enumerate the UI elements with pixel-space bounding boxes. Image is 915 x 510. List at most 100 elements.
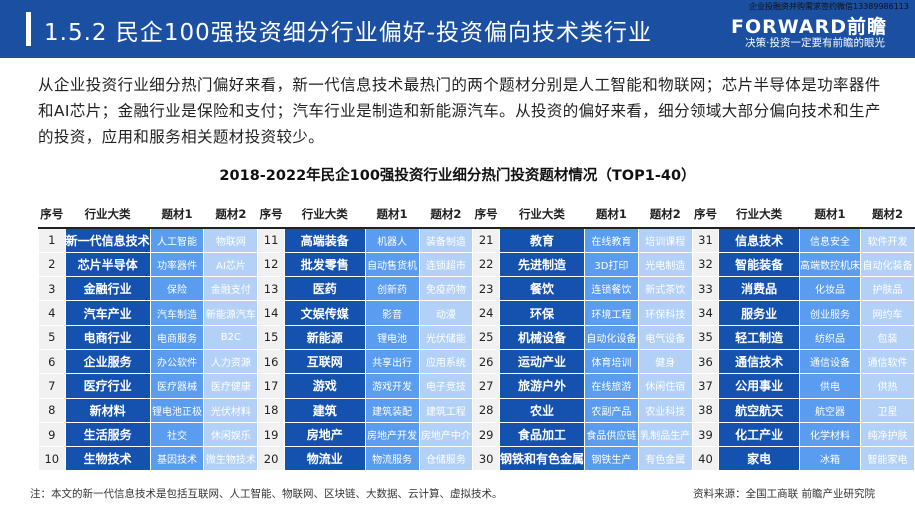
topic1-cell: 在线旅游 — [583, 373, 639, 399]
contact-info: 企业投融资并购需求签约微信13389986113 — [749, 2, 909, 11]
topic2-cell: 护肤品 — [860, 276, 915, 302]
column-header: 行业大类 — [65, 200, 151, 229]
row-number: 32 — [691, 251, 720, 278]
topic1-cell: 航空器 — [799, 397, 861, 423]
forward-logo: FORWARD前瞻 — [731, 16, 887, 38]
industry-cell: 芯片半导体 — [64, 251, 151, 278]
topic2-cell: 包装 — [860, 324, 915, 350]
topic1-cell: 供电 — [799, 373, 861, 399]
topic2-cell: 免疫药物 — [418, 276, 474, 302]
industry-cell: 机械设备 — [498, 324, 585, 350]
topics-table: 序号 行业大类 题材1 题材2 序号 行业大类 题材1 题材2 序号 行业大类 题材1 题材2 序号 行业… — [38, 200, 915, 472]
row-number: 34 — [691, 300, 720, 326]
topic1-cell: 建筑装配 — [364, 397, 420, 423]
topic1-cell: 化学材料 — [799, 421, 861, 448]
row-number: 9 — [38, 421, 66, 448]
industry-cell: 农业 — [498, 397, 585, 423]
topic1-cell: 功率器件 — [149, 251, 205, 278]
topic1-cell: 人工智能 — [149, 227, 205, 253]
industry-cell: 化工产业 — [718, 421, 800, 448]
row-number: 18 — [257, 397, 285, 423]
column-header: 序号 — [38, 200, 66, 229]
topic1-cell: 创业服务 — [799, 300, 861, 326]
table-row: 3 金融行业 保险 金融支付 13 医药 创新药 免疫药物 23 餐饮 连锁餐饮 新式茶饮 33 消费品化… — [38, 276, 915, 302]
topic1-cell: 信息安全 — [799, 227, 861, 253]
topic1-cell: 机器人 — [364, 227, 420, 253]
row-number: 4 — [38, 300, 66, 326]
industry-cell: 金融行业 — [64, 276, 151, 302]
topic2-cell: 电气设备 — [637, 324, 693, 350]
industry-cell: 互联网 — [283, 348, 366, 375]
topic1-cell: 连锁餐饮 — [583, 276, 639, 302]
topic1-cell: 高端数控机床 — [799, 251, 861, 278]
topic2-cell: 光伏材料 — [203, 397, 259, 423]
topic1-cell: 游戏开发 — [364, 373, 420, 399]
table-row: 2 芯片半导体 功率器件 AI芯片 12 批发零售 自动售货机 连锁超市 22 先进制造 3D打印光… — [38, 251, 915, 278]
column-header: 行业大类 — [284, 200, 366, 229]
row-number: 1 — [38, 227, 66, 253]
industry-cell: 高端装备 — [283, 227, 366, 253]
industry-cell: 批发零售 — [283, 251, 366, 278]
industry-cell: 新一代信息技术 — [64, 227, 151, 253]
industry-cell: 汽车产业 — [64, 300, 151, 326]
column-header: 行业大类 — [499, 200, 585, 229]
topic1-cell: 农副产品 — [583, 397, 639, 423]
topic2-cell: 物联网 — [203, 227, 259, 253]
topic2-cell: 金融支付 — [203, 276, 259, 302]
industry-cell: 餐饮 — [498, 276, 585, 302]
header-banner: 1.5.2 民企100强投资细分行业偏好-投资偏向技术类行业 企业投融资并购需求… — [0, 0, 915, 58]
row-number: 5 — [38, 324, 66, 350]
footnote: 注：本文的新一代信息技术是包括互联网、人工智能、物联网、区块链、大数据、云计算、… — [30, 488, 503, 500]
industry-cell: 企业服务 — [64, 348, 151, 375]
row-number: 7 — [38, 373, 66, 399]
source-note: 资料来源：全国工商联 前瞻产业研究院 — [693, 488, 875, 500]
industry-cell: 运动产业 — [498, 348, 585, 375]
industry-cell: 房地产 — [283, 421, 366, 448]
topic2-cell: 光电制造 — [637, 251, 693, 278]
industry-cell: 医疗行业 — [64, 373, 151, 399]
topic2-cell: 休闲住宿 — [637, 373, 693, 399]
column-header: 题材1 — [365, 200, 419, 229]
industry-cell: 家电 — [718, 446, 800, 472]
row-number: 22 — [472, 251, 500, 278]
topic1-cell: 汽车制造 — [149, 300, 205, 326]
row-number: 35 — [691, 324, 720, 350]
industry-cell: 电商行业 — [64, 324, 151, 350]
topic2-cell: 人力资源 — [203, 348, 259, 375]
topic2-cell: 房地产中介 — [418, 421, 474, 448]
row-number: 37 — [691, 373, 720, 399]
table-row: 8 新材料 锂电池正极 光伏材料 18 建筑 建筑装配 建筑工程 28 农业 农副产品 农业科技 38 航… — [38, 397, 915, 423]
table-title: 2018-2022年民企100强投资行业细分热门投资题材情况（TOP1-40） — [219, 168, 696, 184]
row-number: 12 — [257, 251, 285, 278]
column-header: 序号 — [472, 200, 500, 229]
column-header: 题材1 — [150, 200, 204, 229]
topic1-cell: 通信设备 — [799, 348, 861, 375]
column-header: 题材1 — [799, 200, 861, 229]
row-number: 30 — [472, 446, 500, 472]
industry-cell: 游戏 — [283, 373, 366, 399]
topic1-cell: 自动化设备 — [583, 324, 639, 350]
row-number: 3 — [38, 276, 66, 302]
topic2-cell: 应用系统 — [418, 348, 474, 375]
topic1-cell: 医疗器械 — [149, 373, 205, 399]
row-number: 25 — [472, 324, 500, 350]
row-number: 14 — [257, 300, 285, 326]
row-number: 8 — [38, 397, 66, 423]
column-header: 序号 — [257, 200, 285, 229]
topic1-cell: 环境工程 — [583, 300, 639, 326]
topic2-cell: 有色金属 — [637, 446, 693, 472]
row-number: 21 — [472, 227, 500, 253]
title-accent-bar — [26, 12, 31, 46]
topic1-cell: 共享出行 — [364, 348, 420, 375]
topic1-cell: 办公软件 — [149, 348, 205, 375]
topic1-cell: 化妆品 — [799, 276, 861, 302]
topic2-cell: 软件开发 — [860, 227, 915, 253]
summary-paragraph: 从企业投资行业细分热门偏好来看，新一代信息技术最热门的两个题材分别是人工智能和物… — [38, 76, 881, 146]
topic2-cell: 新能源汽车 — [203, 300, 259, 326]
topic1-cell: 锂电池 — [364, 324, 420, 350]
topic2-cell: 供热 — [860, 373, 915, 399]
industry-cell: 文娱传媒 — [283, 300, 366, 326]
topic2-cell: 连锁超市 — [418, 251, 474, 278]
row-number: 19 — [257, 421, 285, 448]
topic2-cell: 培训课程 — [637, 227, 693, 253]
